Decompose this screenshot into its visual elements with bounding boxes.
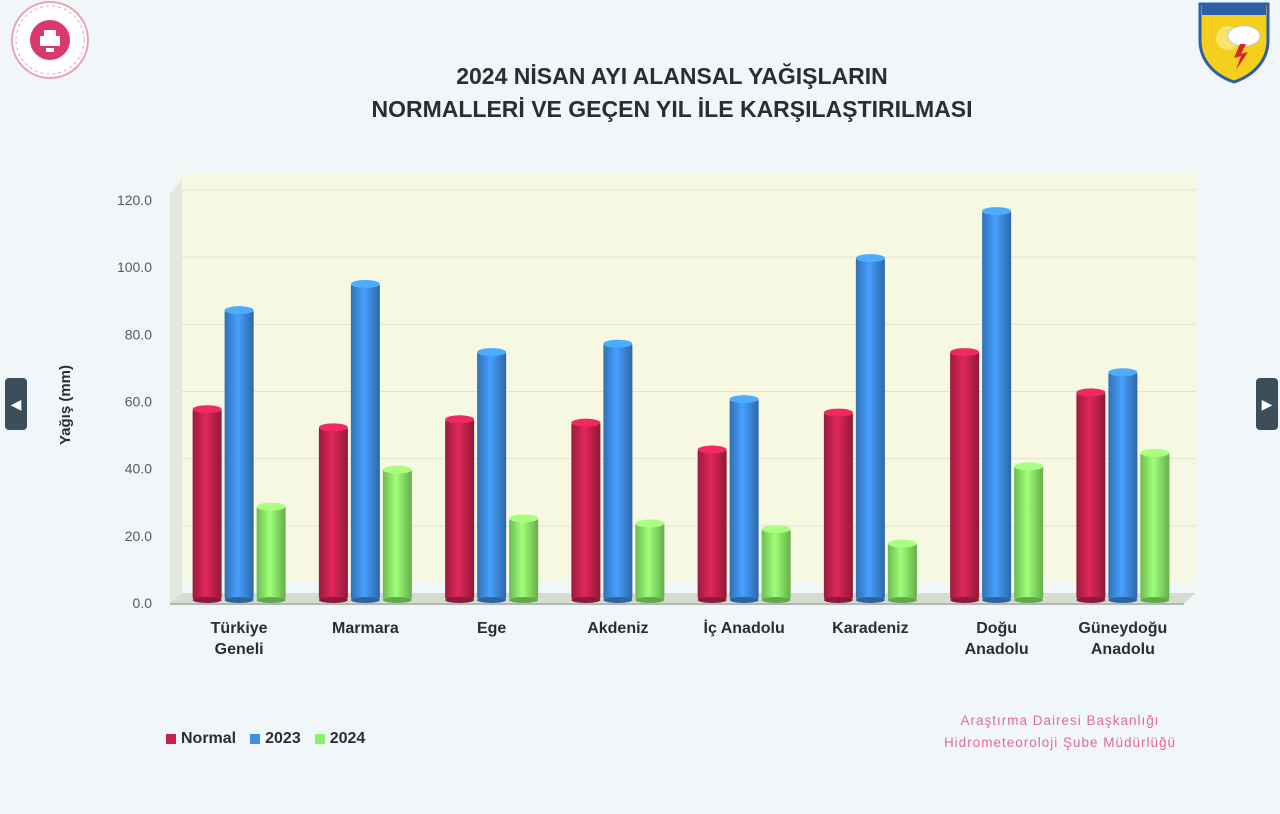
x-tick-label: Doğu Anadolu xyxy=(965,620,1029,658)
bar-normal xyxy=(1076,388,1106,603)
bar-2024 xyxy=(382,465,412,603)
legend: Normal 2023 2024 xyxy=(166,730,365,748)
legend-item-normal: Normal xyxy=(166,730,236,748)
bar-normal xyxy=(571,418,601,603)
next-slide-button[interactable]: ▶ xyxy=(1256,378,1278,430)
chevron-left-icon: ◀ xyxy=(10,396,22,412)
meteoroloji-logo xyxy=(1194,0,1274,84)
credits-line-2: Hidrometeoroloji Şube Müdürlüğü xyxy=(943,735,1177,750)
x-tick-label: Türkiye Geneli xyxy=(211,620,268,658)
bar-2024 xyxy=(1014,462,1044,603)
bar-2024 xyxy=(635,519,665,603)
legend-swatch-normal xyxy=(166,734,176,744)
title-line-1: 2024 NİSAN AYI ALANSAL YAĞIŞLARIN xyxy=(456,63,888,89)
legend-item-2023: 2023 xyxy=(250,730,301,748)
bar-2024 xyxy=(256,502,286,603)
y-axis-label: Yağış (mm) xyxy=(57,365,74,445)
legend-label-2024: 2024 xyxy=(329,730,366,747)
bar-2023 xyxy=(350,279,380,603)
y-tick-label: 40.0 xyxy=(125,461,152,477)
chart-title: 2024 NİSAN AYI ALANSAL YAĞIŞLARIN NORMAL… xyxy=(0,60,1280,126)
chevron-right-icon: ▶ xyxy=(1261,396,1273,412)
ministry-seal-logo xyxy=(6,0,94,80)
x-tick-label: Ege xyxy=(477,620,506,637)
bar-normal xyxy=(318,423,348,603)
bar-2023 xyxy=(224,306,254,603)
legend-label-2023: 2023 xyxy=(265,730,301,747)
bar-normal xyxy=(823,408,853,603)
x-tick-label: Akdeniz xyxy=(587,620,648,637)
credits: Araştırma Dairesi Başkanlığı Hidrometeor… xyxy=(900,710,1220,754)
bar-normal xyxy=(445,415,475,603)
legend-swatch-2024 xyxy=(314,734,325,744)
y-tick-label: 60.0 xyxy=(125,394,152,410)
y-tick-label: 120.0 xyxy=(117,192,152,208)
y-tick-label: 20.0 xyxy=(125,528,152,544)
y-tick-label: 100.0 xyxy=(117,259,152,275)
previous-slide-button[interactable]: ◀ xyxy=(5,378,27,430)
bar-2024 xyxy=(509,514,539,603)
bar-normal xyxy=(697,445,727,603)
y-tick-label: 80.0 xyxy=(125,326,152,342)
bar-2023 xyxy=(855,254,885,603)
x-tick-label: İç Anadolu xyxy=(704,619,785,637)
legend-item-2024: 2024 xyxy=(314,730,366,748)
plot-left-wall xyxy=(170,180,182,603)
y-tick-label: 0.0 xyxy=(133,595,153,611)
credits-line-1: Araştırma Dairesi Başkanlığı xyxy=(960,713,1160,728)
title-line-2: NORMALLERİ VE GEÇEN YIL İLE KARŞILAŞTIRI… xyxy=(371,96,973,122)
plot-floor xyxy=(170,593,1196,603)
bar-2024 xyxy=(761,525,791,603)
bar-normal xyxy=(192,405,222,603)
bar-2023 xyxy=(729,395,759,603)
bar-normal xyxy=(950,348,980,603)
x-tick-label: Güneydoğu Anadolu xyxy=(1078,620,1167,658)
bar-2023 xyxy=(477,348,507,603)
x-tick-label: Karadeniz xyxy=(832,620,908,637)
bar-2024 xyxy=(1140,448,1170,603)
legend-swatch-2023 xyxy=(250,734,261,744)
bar-2023 xyxy=(603,339,633,603)
bar-2024 xyxy=(887,539,917,603)
x-tick-label: Marmara xyxy=(332,620,399,637)
bar-2023 xyxy=(982,207,1012,603)
bar-2023 xyxy=(1108,368,1138,603)
legend-label-normal: Normal xyxy=(181,730,237,747)
